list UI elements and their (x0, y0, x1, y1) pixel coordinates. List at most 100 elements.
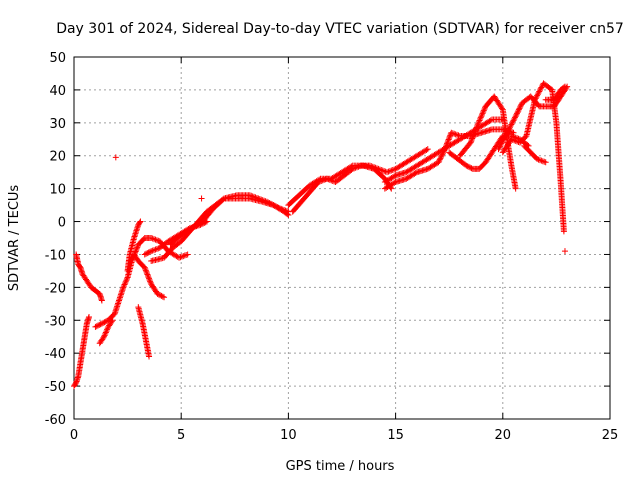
data-point (561, 83, 568, 90)
data-point (436, 157, 443, 164)
data-point (391, 179, 398, 186)
data-point (255, 195, 262, 202)
data-point (258, 196, 265, 203)
data-point (371, 164, 378, 171)
data-point (323, 175, 330, 182)
data-point (155, 291, 162, 298)
data-point (129, 256, 136, 263)
x-tick-label: 25 (602, 428, 619, 443)
data-point (141, 251, 148, 258)
x-tick-label: 5 (177, 428, 185, 443)
data-point (149, 235, 156, 242)
data-point (181, 252, 188, 259)
data-points (71, 80, 571, 390)
data-point (470, 131, 477, 138)
data-point (386, 168, 393, 175)
data-point (104, 326, 111, 333)
data-point (325, 176, 332, 183)
data-point (132, 248, 139, 255)
data-point (475, 120, 482, 127)
y-tick-label: 10 (49, 183, 66, 198)
data-point (467, 164, 474, 171)
data-point (143, 268, 150, 275)
data-point (158, 292, 165, 299)
data-point (262, 198, 269, 205)
data-point (468, 165, 475, 172)
data-point (478, 113, 485, 120)
data-point (265, 199, 272, 206)
data-point (471, 129, 478, 136)
data-point (155, 245, 162, 252)
data-point (467, 139, 474, 146)
data-point (278, 205, 285, 212)
data-point (351, 165, 358, 172)
data-point (249, 193, 256, 200)
data-point (98, 320, 105, 327)
data-point (487, 117, 494, 124)
data-point (375, 165, 382, 172)
data-point (449, 130, 456, 137)
data-point (349, 165, 356, 172)
data-point (108, 318, 115, 325)
data-point (463, 162, 470, 169)
data-point (95, 322, 102, 329)
x-tick-label: 20 (495, 428, 512, 443)
data-point (536, 87, 543, 94)
data-point (369, 163, 376, 170)
data-point (86, 313, 93, 320)
data-point (442, 144, 449, 151)
y-tick-label: -40 (45, 347, 66, 362)
data-point (561, 248, 568, 255)
data-point (104, 325, 111, 332)
data-point (147, 279, 154, 286)
data-point (446, 135, 453, 142)
data-point (98, 297, 105, 304)
data-point (281, 207, 288, 214)
data-point (446, 133, 453, 140)
data-point (274, 204, 281, 211)
plot-frame (73, 56, 611, 420)
data-point (147, 278, 154, 285)
data-point (366, 162, 373, 169)
data-point (477, 114, 484, 121)
data-point (444, 139, 451, 146)
data-point (246, 192, 253, 199)
data-point (465, 163, 472, 170)
data-point (448, 129, 455, 136)
y-tick-label: 40 (49, 84, 66, 99)
data-point (352, 164, 359, 171)
data-point (504, 128, 511, 135)
data-point (97, 321, 104, 328)
chart-title: Day 301 of 2024, Sidereal Day-to-day VTE… (56, 21, 624, 37)
data-point (535, 89, 542, 96)
data-point (279, 206, 286, 213)
data-point (198, 195, 205, 202)
data-point (256, 196, 263, 203)
data-point (143, 250, 150, 257)
data-point (141, 264, 148, 271)
data-point (384, 169, 391, 176)
data-point (152, 246, 159, 253)
data-point (269, 201, 276, 208)
data-point (501, 133, 508, 140)
data-point (151, 236, 158, 243)
data-point (385, 168, 392, 175)
data-point (442, 143, 449, 150)
data-point (512, 113, 519, 120)
data-point (538, 84, 545, 91)
data-point (149, 247, 156, 254)
data-point (133, 245, 140, 252)
data-point (533, 94, 540, 101)
data-point (437, 155, 444, 162)
data-point (381, 168, 388, 175)
data-point (137, 218, 144, 225)
data-point (153, 245, 160, 252)
data-point (271, 202, 278, 209)
data-point (444, 140, 451, 147)
data-point (539, 158, 546, 165)
data-point (101, 332, 108, 339)
data-point (473, 124, 480, 131)
data-point (509, 120, 516, 127)
data-point (438, 154, 445, 161)
